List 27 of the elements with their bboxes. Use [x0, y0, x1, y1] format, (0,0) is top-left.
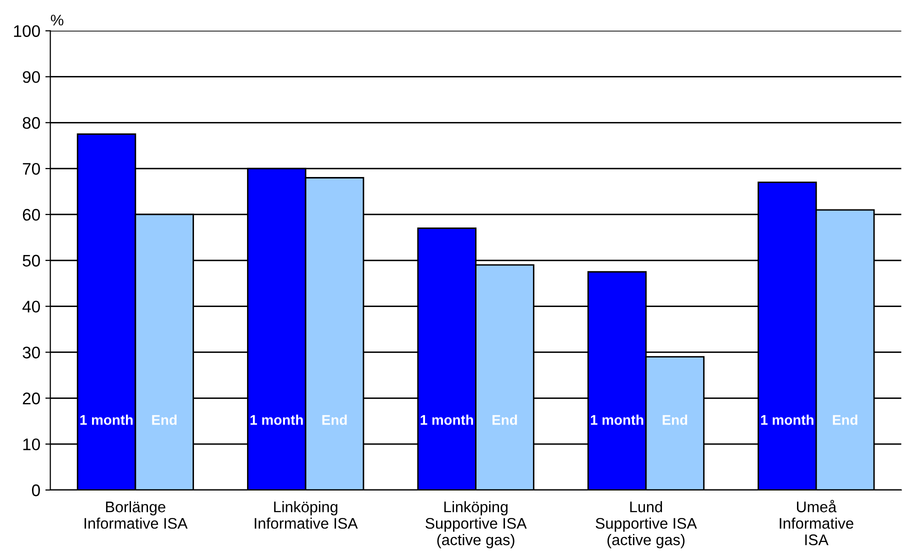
text: End [662, 414, 688, 425]
y-tick-label: 70 [22, 162, 40, 175]
series-label: End [832, 414, 858, 425]
y-tick-label: 100 [14, 25, 40, 38]
text: 1 month [420, 414, 474, 425]
y-tick-label: 10 [23, 438, 40, 450]
x-tick-label: Linköping Supportive ISA (active gas) [426, 501, 527, 548]
y-tick-label: 50 [22, 254, 40, 267]
x-tick-label: Lund Supportive ISA (active gas) [596, 501, 697, 548]
series-label: 1 month [590, 414, 644, 425]
y-axis-title: % [50, 14, 64, 26]
x-tick-label: Borlänge Informative ISA [84, 501, 188, 529]
text: End [152, 414, 177, 425]
y-tick-label: 60 [22, 208, 40, 221]
y-tick-label: 40 [22, 300, 40, 313]
text: 1 month [761, 414, 814, 425]
text: End [492, 414, 517, 425]
y-tick-label: 90 [22, 71, 40, 83]
y-tick-label: 0 [32, 484, 40, 496]
text: End [322, 414, 347, 425]
y-tick-label: 30 [22, 346, 40, 358]
y-tick-label: 80 [22, 117, 40, 129]
y-tick-label: 20 [22, 392, 40, 404]
text: 1 month [80, 414, 133, 425]
text: 1 month [250, 414, 303, 425]
x-tick-label: Linköping Informative ISA [254, 501, 358, 529]
x-tick-label: Umeå Informative ISA [780, 500, 854, 546]
